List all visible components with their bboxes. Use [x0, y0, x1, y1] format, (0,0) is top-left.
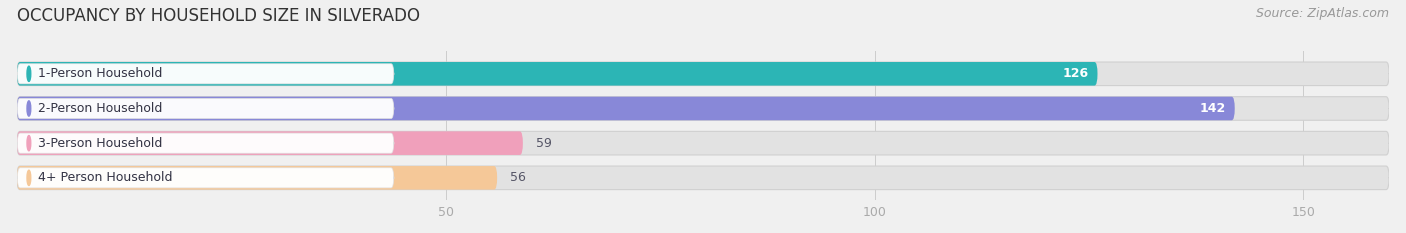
FancyBboxPatch shape	[17, 131, 523, 155]
Text: Source: ZipAtlas.com: Source: ZipAtlas.com	[1256, 7, 1389, 20]
Text: 3-Person Household: 3-Person Household	[38, 137, 162, 150]
Circle shape	[27, 66, 31, 81]
FancyBboxPatch shape	[17, 133, 394, 153]
Text: 142: 142	[1199, 102, 1226, 115]
FancyBboxPatch shape	[17, 98, 394, 119]
Text: 59: 59	[536, 137, 551, 150]
FancyBboxPatch shape	[17, 166, 498, 190]
Text: OCCUPANCY BY HOUSEHOLD SIZE IN SILVERADO: OCCUPANCY BY HOUSEHOLD SIZE IN SILVERADO	[17, 7, 420, 25]
FancyBboxPatch shape	[17, 64, 394, 84]
FancyBboxPatch shape	[17, 62, 1098, 86]
FancyBboxPatch shape	[17, 62, 1389, 86]
FancyBboxPatch shape	[17, 166, 1389, 190]
FancyBboxPatch shape	[17, 97, 1234, 120]
Circle shape	[27, 101, 31, 116]
Circle shape	[27, 170, 31, 185]
Text: 56: 56	[510, 171, 526, 184]
Text: 1-Person Household: 1-Person Household	[38, 67, 162, 80]
Text: 4+ Person Household: 4+ Person Household	[38, 171, 172, 184]
Text: 2-Person Household: 2-Person Household	[38, 102, 162, 115]
FancyBboxPatch shape	[17, 131, 1389, 155]
Text: 126: 126	[1063, 67, 1088, 80]
Circle shape	[27, 136, 31, 151]
FancyBboxPatch shape	[17, 97, 1389, 120]
FancyBboxPatch shape	[17, 168, 394, 188]
